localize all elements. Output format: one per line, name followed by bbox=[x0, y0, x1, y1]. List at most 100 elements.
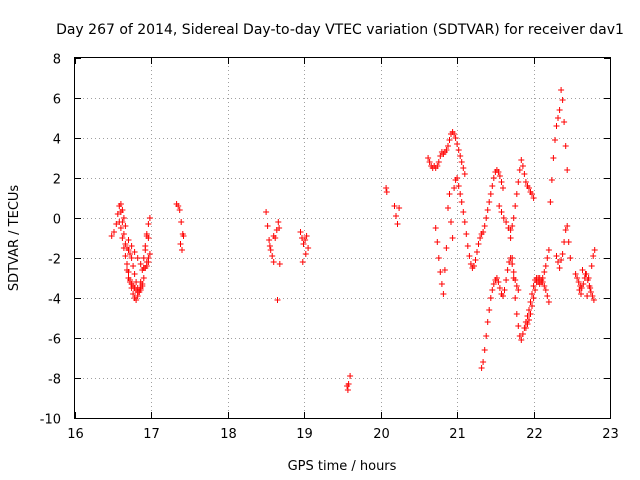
data-point bbox=[266, 237, 273, 243]
data-point bbox=[558, 257, 565, 263]
data-point bbox=[591, 247, 598, 253]
y-tick-label: -2 bbox=[48, 253, 61, 268]
data-point bbox=[516, 167, 523, 173]
data-point bbox=[128, 243, 135, 249]
data-point bbox=[445, 205, 451, 211]
data-point bbox=[175, 203, 182, 209]
data-point bbox=[507, 235, 514, 241]
data-point bbox=[513, 283, 520, 289]
data-point bbox=[486, 307, 493, 313]
data-point bbox=[467, 261, 474, 267]
data-point bbox=[345, 381, 352, 387]
data-point bbox=[490, 281, 497, 287]
data-point bbox=[526, 307, 532, 313]
data-point bbox=[177, 241, 184, 247]
data-point bbox=[142, 243, 149, 249]
data-point bbox=[530, 195, 537, 201]
y-tick-label: 2 bbox=[53, 173, 61, 188]
data-point bbox=[131, 249, 138, 255]
data-point bbox=[507, 227, 514, 233]
data-point bbox=[266, 243, 273, 249]
data-point bbox=[575, 279, 582, 285]
data-point bbox=[515, 323, 522, 329]
data-point bbox=[276, 225, 283, 231]
data-point bbox=[145, 221, 152, 227]
data-point bbox=[440, 291, 447, 297]
data-point bbox=[526, 317, 532, 323]
data-point bbox=[545, 299, 552, 305]
data-point bbox=[585, 275, 592, 281]
data-point bbox=[521, 171, 528, 177]
data-point bbox=[274, 297, 281, 303]
data-point bbox=[146, 215, 153, 221]
data-point bbox=[435, 255, 442, 261]
data-point bbox=[526, 185, 532, 191]
data-point bbox=[564, 223, 571, 229]
data-point bbox=[515, 287, 522, 293]
data-point bbox=[434, 239, 441, 245]
data-point bbox=[564, 167, 571, 173]
data-point bbox=[111, 229, 117, 235]
data-point bbox=[500, 215, 507, 221]
data-point bbox=[529, 191, 535, 197]
data-point bbox=[443, 245, 450, 251]
data-point bbox=[590, 297, 597, 303]
x-tick-label: 21 bbox=[449, 427, 466, 442]
data-point bbox=[457, 191, 464, 197]
data-point bbox=[393, 213, 399, 219]
y-tick-label: -4 bbox=[48, 293, 61, 308]
data-point bbox=[441, 267, 448, 273]
x-tick-label: 19 bbox=[296, 427, 313, 442]
data-point bbox=[452, 135, 459, 141]
data-point bbox=[495, 169, 502, 175]
data-point bbox=[437, 269, 444, 275]
data-point bbox=[481, 347, 488, 353]
data-point bbox=[139, 281, 146, 287]
data-point bbox=[579, 267, 586, 273]
data-point bbox=[519, 163, 526, 169]
data-point bbox=[504, 267, 511, 273]
data-point bbox=[178, 219, 185, 225]
data-point bbox=[127, 251, 133, 257]
data-point bbox=[391, 203, 398, 209]
data-point bbox=[267, 247, 274, 253]
data-point bbox=[561, 119, 568, 125]
data-point bbox=[120, 245, 127, 251]
data-point bbox=[512, 295, 519, 301]
data-point bbox=[518, 337, 525, 343]
y-tick-label: -6 bbox=[48, 333, 61, 348]
data-point bbox=[513, 311, 520, 317]
data-point bbox=[574, 275, 581, 281]
data-point bbox=[487, 191, 494, 197]
y-tick-label: 8 bbox=[53, 53, 61, 68]
data-point bbox=[578, 291, 584, 297]
data-point bbox=[510, 275, 517, 281]
data-point bbox=[454, 141, 461, 147]
data-point bbox=[539, 279, 546, 285]
data-point bbox=[134, 255, 141, 261]
data-point bbox=[489, 287, 496, 293]
data-point bbox=[451, 131, 458, 137]
data-point bbox=[449, 235, 456, 241]
data-point bbox=[451, 185, 458, 191]
data-point bbox=[137, 285, 144, 291]
data-point bbox=[484, 319, 491, 325]
data-point bbox=[458, 199, 465, 205]
data-point bbox=[145, 235, 152, 241]
data-point bbox=[584, 293, 591, 299]
data-point bbox=[471, 263, 477, 269]
data-point bbox=[559, 97, 566, 103]
data-point bbox=[396, 205, 403, 211]
data-point bbox=[275, 219, 282, 225]
data-point bbox=[263, 209, 270, 215]
data-point bbox=[510, 215, 517, 221]
data-point bbox=[176, 207, 183, 213]
data-point bbox=[344, 387, 351, 393]
x-tick-label: 17 bbox=[143, 427, 160, 442]
data-point bbox=[503, 277, 510, 283]
data-point bbox=[299, 259, 306, 265]
data-point bbox=[559, 251, 566, 257]
data-point bbox=[434, 163, 441, 169]
data-point bbox=[580, 281, 587, 287]
data-point bbox=[299, 235, 305, 241]
